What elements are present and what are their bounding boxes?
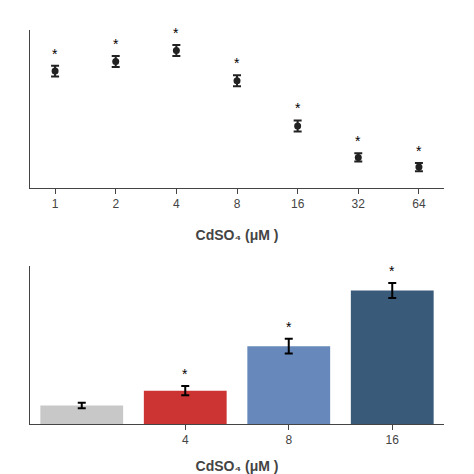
svg-text:*: * [173, 25, 179, 41]
svg-text:*: * [286, 319, 292, 335]
svg-text:16: 16 [291, 197, 305, 211]
svg-text:1: 1 [52, 197, 59, 211]
svg-text:*: * [295, 100, 301, 116]
svg-text:64: 64 [412, 197, 426, 211]
svg-text:*: * [389, 263, 395, 279]
svg-text:*: * [52, 46, 58, 62]
svg-text:*: * [113, 36, 119, 52]
svg-text:*: * [416, 143, 422, 159]
svg-text:16: 16 [386, 433, 400, 447]
svg-text:32: 32 [352, 197, 366, 211]
svg-text:8: 8 [234, 197, 241, 211]
svg-text:4: 4 [173, 197, 180, 211]
svg-text:4: 4 [182, 433, 189, 447]
svg-text:*: * [355, 133, 361, 149]
svg-text:CdSO₄ (μM ): CdSO₄ (μM ) [196, 458, 279, 474]
svg-text:CdSO₄ (μM ): CdSO₄ (μM ) [196, 227, 279, 243]
svg-text:2: 2 [112, 197, 119, 211]
svg-text:*: * [234, 55, 240, 71]
svg-text:8: 8 [285, 433, 292, 447]
svg-text:*: * [182, 366, 188, 382]
